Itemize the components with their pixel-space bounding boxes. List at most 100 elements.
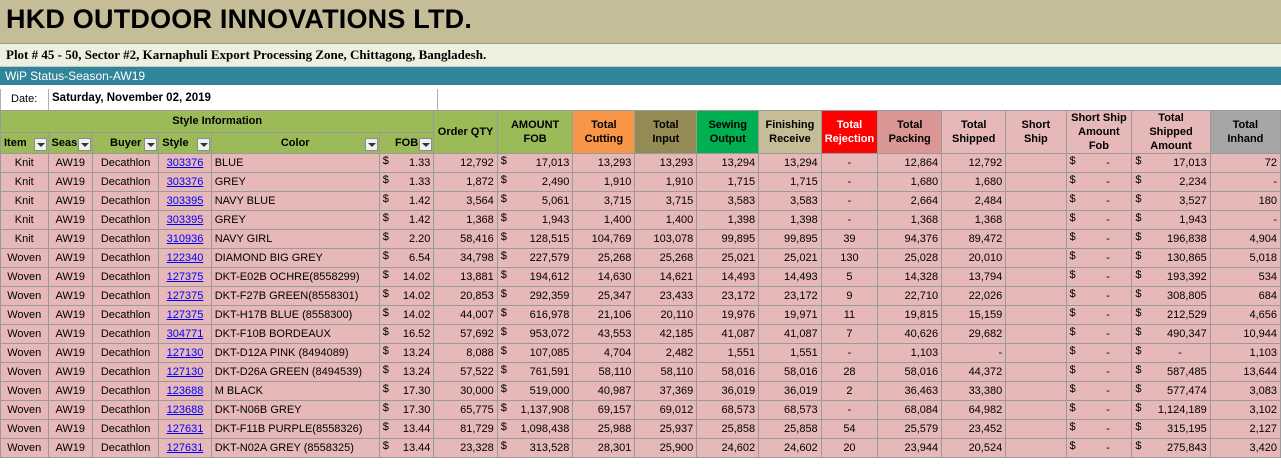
total-inhand-cell[interactable]: 1,103 [1209, 343, 1281, 363]
total-input-cell[interactable]: 2,482 [634, 343, 698, 363]
item-cell[interactable]: Woven [0, 343, 49, 363]
total-input-cell[interactable]: 1,910 [634, 172, 698, 192]
money-cell[interactable]: $2.20 [378, 229, 435, 249]
sewing-output-cell[interactable]: 58,016 [696, 362, 760, 382]
season-cell[interactable]: AW19 [47, 267, 93, 287]
order-qty-cell[interactable]: 23,328 [433, 438, 498, 458]
total-shipped-header[interactable]: Total Shipped [941, 110, 1007, 154]
buyer-cell[interactable]: Decathlon [91, 153, 160, 173]
color-cell[interactable]: BLUE [210, 153, 380, 173]
money-cell[interactable]: $ - [1065, 191, 1133, 211]
total-input-header[interactable]: Total Input [634, 110, 698, 154]
money-cell[interactable]: $3,527 [1131, 191, 1211, 211]
color-header[interactable]: Color [210, 131, 380, 154]
season-header[interactable]: Seas [47, 131, 93, 154]
season-cell[interactable]: AW19 [47, 210, 93, 230]
short-ship-cell[interactable] [1005, 153, 1067, 173]
money-cell[interactable]: $315,195 [1131, 419, 1211, 439]
sewing-output-cell[interactable]: 1,398 [696, 210, 760, 230]
total-inhand-cell[interactable]: 4,656 [1209, 305, 1281, 325]
money-cell[interactable]: $227,579 [496, 248, 574, 268]
address-cell[interactable]: Plot # 45 - 50, Sector #2, Karnaphuli Ex… [0, 44, 1281, 67]
short-ship-cell[interactable] [1005, 400, 1067, 420]
total-shipped-cell[interactable]: 29,682 [941, 324, 1007, 344]
sewing-output-cell[interactable]: 25,021 [696, 248, 760, 268]
style-link[interactable]: 122340 [158, 248, 212, 268]
color-cell[interactable]: DKT-E02B OCHRE(8558299) [210, 267, 380, 287]
filter-dropdown-icon[interactable] [77, 137, 91, 151]
money-cell[interactable]: $ - [1065, 324, 1133, 344]
total-input-cell[interactable]: 58,110 [634, 362, 698, 382]
total-rejection-cell[interactable]: - [820, 400, 879, 420]
short-ship-header[interactable]: Short Ship [1005, 110, 1067, 154]
season-cell[interactable]: AW19 [47, 248, 93, 268]
color-cell[interactable]: NAVY GIRL [210, 229, 380, 249]
money-cell[interactable]: $ - [1065, 229, 1133, 249]
total-cutting-cell[interactable]: 4,704 [572, 343, 636, 363]
season-cell[interactable]: AW19 [47, 172, 93, 192]
total-packing-cell[interactable]: 94,376 [877, 229, 943, 249]
short-ship-cell[interactable] [1005, 362, 1067, 382]
finishing-receive-cell[interactable]: 25,021 [758, 248, 822, 268]
total-rejection-cell[interactable]: - [820, 191, 879, 211]
buyer-cell[interactable]: Decathlon [91, 343, 160, 363]
order-qty-cell[interactable]: 44,007 [433, 305, 498, 325]
order-qty-cell[interactable]: 65,775 [433, 400, 498, 420]
order-qty-cell[interactable]: 30,000 [433, 381, 498, 401]
total-packing-cell[interactable]: 14,328 [877, 267, 943, 287]
buyer-cell[interactable]: Decathlon [91, 229, 160, 249]
finishing-receive-header[interactable]: Finishing Receive [758, 110, 822, 154]
total-input-cell[interactable]: 3,715 [634, 191, 698, 211]
total-shipped-cell[interactable]: 33,380 [941, 381, 1007, 401]
total-cutting-cell[interactable]: 25,268 [572, 248, 636, 268]
short-ship-cell[interactable] [1005, 286, 1067, 306]
total-inhand-cell[interactable]: 13,644 [1209, 362, 1281, 382]
item-cell[interactable]: Woven [0, 324, 49, 344]
total-shipped-cell[interactable]: 1,680 [941, 172, 1007, 192]
sewing-output-cell[interactable]: 13,294 [696, 153, 760, 173]
total-input-cell[interactable]: 25,268 [634, 248, 698, 268]
total-packing-cell[interactable]: 1,368 [877, 210, 943, 230]
item-cell[interactable]: Woven [0, 267, 49, 287]
total-packing-cell[interactable]: 19,815 [877, 305, 943, 325]
short-ship-cell[interactable] [1005, 419, 1067, 439]
color-cell[interactable]: GREY [210, 172, 380, 192]
sewing-output-cell[interactable]: 41,087 [696, 324, 760, 344]
finishing-receive-cell[interactable]: 13,294 [758, 153, 822, 173]
money-cell[interactable]: $ - [1065, 153, 1133, 173]
total-rejection-cell[interactable]: - [820, 343, 879, 363]
money-cell[interactable]: $1.42 [378, 191, 435, 211]
total-inhand-cell[interactable]: 180 [1209, 191, 1281, 211]
short-ship-cell[interactable] [1005, 210, 1067, 230]
order-qty-cell[interactable]: 34,798 [433, 248, 498, 268]
money-cell[interactable]: $17.30 [378, 400, 435, 420]
order-qty-cell[interactable]: 58,416 [433, 229, 498, 249]
item-cell[interactable]: Knit [0, 229, 49, 249]
sewing-output-cell[interactable]: 1,715 [696, 172, 760, 192]
season-cell[interactable]: AW19 [47, 381, 93, 401]
buyer-cell[interactable]: Decathlon [91, 419, 160, 439]
order-qty-cell[interactable]: 8,088 [433, 343, 498, 363]
finishing-receive-cell[interactable]: 41,087 [758, 324, 822, 344]
filter-dropdown-icon[interactable] [144, 137, 158, 151]
style-link[interactable]: 303395 [158, 191, 212, 211]
money-cell[interactable]: $13.24 [378, 343, 435, 363]
total-cutting-cell[interactable]: 58,110 [572, 362, 636, 382]
season-cell[interactable]: AW19 [47, 438, 93, 458]
total-input-cell[interactable]: 23,433 [634, 286, 698, 306]
sewing-output-cell[interactable]: 24,602 [696, 438, 760, 458]
total-rejection-cell[interactable]: 28 [820, 362, 879, 382]
item-cell[interactable]: Woven [0, 305, 49, 325]
color-cell[interactable]: M BLACK [210, 381, 380, 401]
total-rejection-cell[interactable]: 7 [820, 324, 879, 344]
money-cell[interactable]: $13.44 [378, 438, 435, 458]
order-qty-cell[interactable]: 13,881 [433, 267, 498, 287]
total-shipped-cell[interactable]: 20,524 [941, 438, 1007, 458]
total-packing-cell[interactable]: 2,664 [877, 191, 943, 211]
money-cell[interactable]: $308,805 [1131, 286, 1211, 306]
total-input-cell[interactable]: 14,621 [634, 267, 698, 287]
style-link[interactable]: 303376 [158, 153, 212, 173]
buyer-cell[interactable]: Decathlon [91, 324, 160, 344]
style-link[interactable]: 303395 [158, 210, 212, 230]
order-qty-cell[interactable]: 3,564 [433, 191, 498, 211]
